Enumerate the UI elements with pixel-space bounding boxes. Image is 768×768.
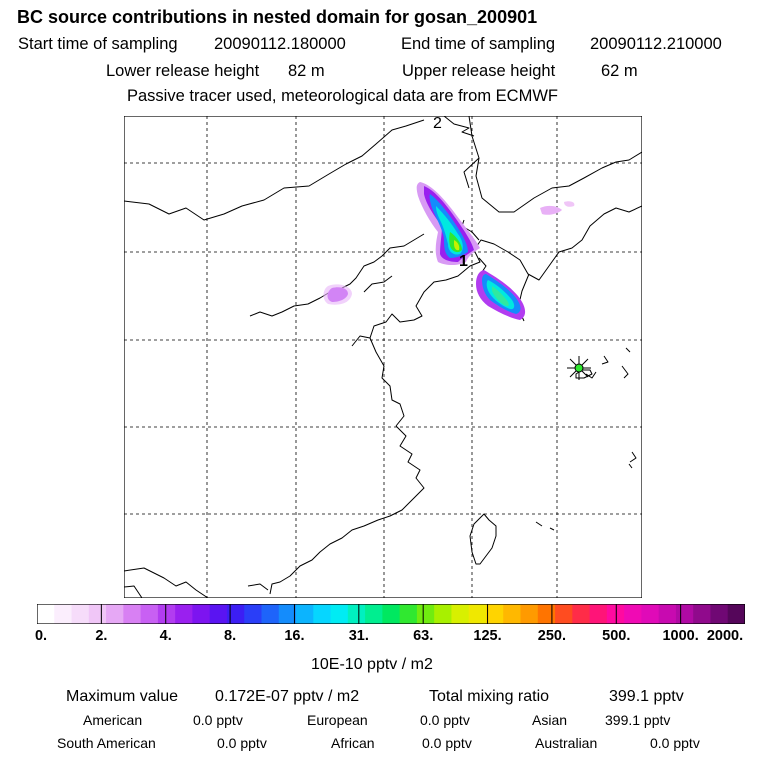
colorbar-cell [520, 604, 539, 624]
colorbar-cell [330, 604, 349, 624]
colorbar-cell [365, 604, 383, 624]
total-mixing-value: 399.1 pptv [609, 688, 684, 705]
region-name: South American [57, 735, 156, 751]
tracer-note: Passive tracer used, meteorological data… [127, 87, 558, 105]
colorbar-tick-label: 8. [224, 628, 237, 644]
colorbar-cell [589, 604, 608, 624]
region-value: 0.0 pptv [420, 712, 470, 728]
concentration-plumes [323, 182, 575, 320]
colorbar-cell [54, 604, 73, 624]
colorbar-cell [710, 604, 729, 624]
map-title: BC source contributions in nested domain… [17, 7, 538, 27]
region-value: 0.0 pptv [193, 712, 243, 728]
marker-label-source: 1 [459, 253, 468, 270]
colorbar-tick-label: 250. [537, 628, 567, 644]
region-name: Australian [535, 735, 598, 751]
colorbar-cell [658, 604, 677, 624]
region-value: 0.0 pptv [422, 735, 472, 751]
colorbar-tick-label: 500. [602, 628, 631, 644]
colorbar-cell [37, 604, 55, 624]
region-name: African [331, 735, 375, 751]
plume-se-green [492, 286, 509, 306]
plume-main-yellow [454, 240, 460, 251]
colorbar-cell [244, 604, 262, 624]
colorbar-tick-label: 1000. [662, 628, 699, 644]
colorbar-cell [555, 604, 573, 624]
colorbar-tick-label: 0. [34, 628, 48, 644]
lower-release-label: Lower release height [106, 62, 260, 80]
region-name: Asian [532, 712, 568, 728]
colorbar [37, 604, 745, 624]
colorbar-cell [485, 604, 504, 624]
marker-label-top: 2 [433, 116, 442, 132]
colorbar-cell [537, 604, 556, 624]
colorbar-cell [347, 604, 366, 624]
region-value: 0.0 pptv [217, 735, 267, 751]
colorbar-cell [641, 604, 660, 624]
colorbar-cell [261, 604, 280, 624]
colorbar-cell [140, 604, 159, 624]
colorbar-cell [503, 604, 522, 624]
colorbar-cell [382, 604, 401, 624]
colorbar-cell [606, 604, 625, 624]
colorbar-cell [209, 604, 228, 624]
total-mixing-label: Total mixing ratio [429, 688, 550, 705]
colorbar-tick-label: 63. [413, 628, 434, 644]
colorbar-cell [88, 604, 107, 624]
region-value: 399.1 pptv [605, 712, 671, 728]
colorbar-cell [192, 604, 211, 624]
end-time-label: End time of sampling [401, 35, 556, 53]
receptor-star-icon [567, 356, 591, 380]
colorbar-cell [157, 604, 176, 624]
colorbar-cell [399, 604, 418, 624]
max-value-label: Maximum value [66, 688, 179, 705]
colorbar-tick-label: 4. [159, 628, 172, 644]
plume-ne [540, 205, 562, 215]
colorbar-cell [226, 604, 245, 624]
colorbar-cell [572, 604, 591, 624]
max-value: 0.172E-07 pptv / m2 [215, 688, 360, 705]
end-time-value: 20090112.210000 [590, 35, 722, 53]
map-gridlines [124, 116, 642, 598]
upper-release-label: Upper release height [402, 62, 556, 80]
colorbar-cell [675, 604, 694, 624]
colorbar-cell [434, 604, 452, 624]
colorbar-cell [468, 604, 487, 624]
colorbar-tick-label: 2000. [706, 628, 744, 644]
source-contribution-map: 2 1 [124, 116, 642, 598]
colorbar-cell [175, 604, 193, 624]
lower-release-value: 82 m [288, 62, 325, 80]
plume-west-halo [323, 284, 352, 305]
start-time-label: Start time of sampling [18, 35, 178, 53]
colorbar-tick-label: 2. [95, 628, 108, 644]
colorbar-cell [727, 604, 745, 624]
colorbar-tick-label: 125. [473, 628, 502, 644]
colorbar-cell [123, 604, 142, 624]
colorbar-cell [416, 604, 435, 624]
colorbar-cell [624, 604, 642, 624]
region-name: European [307, 712, 368, 728]
upper-release-value: 62 m [601, 62, 638, 80]
region-name: American [83, 712, 143, 728]
colorbar-cell [693, 604, 711, 624]
colorbar-cell [451, 604, 470, 624]
colorbar-cell [106, 604, 124, 624]
colorbar-cell [313, 604, 332, 624]
colorbar-cell [296, 604, 314, 624]
colorbar-tick-label: 31. [348, 628, 369, 644]
colorbar-cell [71, 604, 90, 624]
colorbar-cell [278, 604, 297, 624]
colorbar-tick-label: 16. [284, 628, 305, 644]
start-time-value: 20090112.180000 [214, 35, 346, 53]
plume-ne-small [564, 201, 575, 207]
colorbar-unit: 10E-10 pptv / m2 [311, 656, 433, 673]
region-value: 0.0 pptv [650, 735, 700, 751]
